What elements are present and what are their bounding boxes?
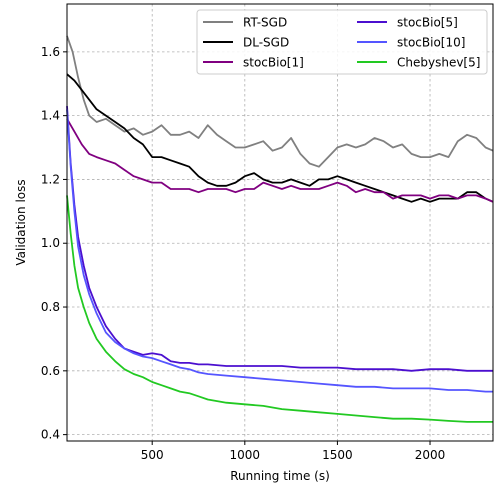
legend-label: RT-SGD xyxy=(243,16,287,30)
legend-label: Chebyshev[5] xyxy=(397,56,480,70)
x-tick-label: 500 xyxy=(141,448,164,462)
series-line-dl-sgd xyxy=(66,73,494,203)
series-line-stocbio-1 xyxy=(66,118,494,203)
legend-box xyxy=(196,9,488,75)
series-line-stocbio-5 xyxy=(66,106,493,372)
legend-label: stocBio[10] xyxy=(397,36,465,50)
y-tick-label: 1.2 xyxy=(41,172,60,186)
y-axis-label: Validation loss xyxy=(14,179,28,265)
y-tick-label: 0.8 xyxy=(41,300,60,314)
legend-label: stocBio[1] xyxy=(243,56,304,70)
y-tick-label: 1.6 xyxy=(41,45,60,59)
x-axis-label: Running time (s) xyxy=(230,469,330,483)
x-tick-label: 1500 xyxy=(322,448,353,462)
x-tick-label: 1000 xyxy=(230,448,261,462)
x-tick-label: 2000 xyxy=(415,448,446,462)
y-tick-label: 1.4 xyxy=(41,109,60,123)
series-lines xyxy=(66,35,494,423)
x-axis-ticks: 500 1000 1500 2000 xyxy=(141,441,446,462)
series-line-chebyshev-5 xyxy=(66,195,493,423)
plot-frame xyxy=(66,3,494,442)
y-tick-label: 0.4 xyxy=(41,428,60,442)
y-axis-ticks: 0.4 0.6 0.8 1.0 1.2 1.4 1.6 xyxy=(41,45,67,442)
series-line-rt-sgd xyxy=(66,35,494,168)
y-tick-label: 1.0 xyxy=(41,236,60,250)
y-tick-label: 0.6 xyxy=(41,364,60,378)
legend: RT-SGD DL-SGD stocBio[1] stocBio[5] stocBio[… xyxy=(196,9,488,75)
legend-label: DL-SGD xyxy=(243,36,289,50)
legend-label: stocBio[5] xyxy=(397,16,458,30)
series-line-stocbio-10 xyxy=(66,109,493,393)
